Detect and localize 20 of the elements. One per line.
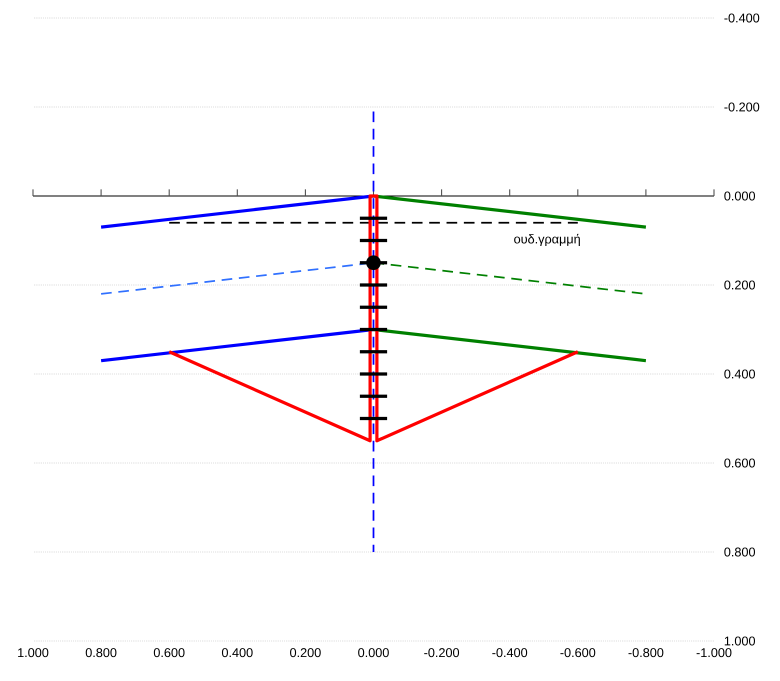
x-tick-label: -0.600 bbox=[560, 648, 596, 658]
y-tick-label: -0.200 bbox=[724, 102, 760, 112]
x-tick-label: 0.400 bbox=[222, 648, 253, 658]
x-tick-label: 1.000 bbox=[18, 648, 48, 658]
y-tick-label: 0.000 bbox=[724, 192, 756, 200]
y-tick-label: 1.000 bbox=[724, 636, 756, 646]
y-tick-label: 0.800 bbox=[724, 548, 756, 556]
y-tick-label: -0.400 bbox=[724, 14, 760, 22]
x-tick-label: 0.200 bbox=[290, 648, 321, 658]
y-tick-label: 0.200 bbox=[724, 280, 756, 290]
x-tick-label: -0.400 bbox=[492, 648, 528, 658]
y-tick-label: 0.400 bbox=[724, 370, 756, 378]
y-tick-label: 0.600 bbox=[724, 458, 756, 468]
x-tick-label: -1.000 bbox=[696, 648, 732, 658]
x-tick-label: 0.000 bbox=[358, 648, 389, 658]
x-tick-label: -0.200 bbox=[424, 648, 460, 658]
x-tick-label: 0.600 bbox=[154, 648, 185, 658]
x-tick-label: 0.800 bbox=[86, 648, 116, 658]
x-tick-label: -0.800 bbox=[628, 648, 664, 658]
annotation: ουδ.γραμμή bbox=[514, 234, 580, 246]
